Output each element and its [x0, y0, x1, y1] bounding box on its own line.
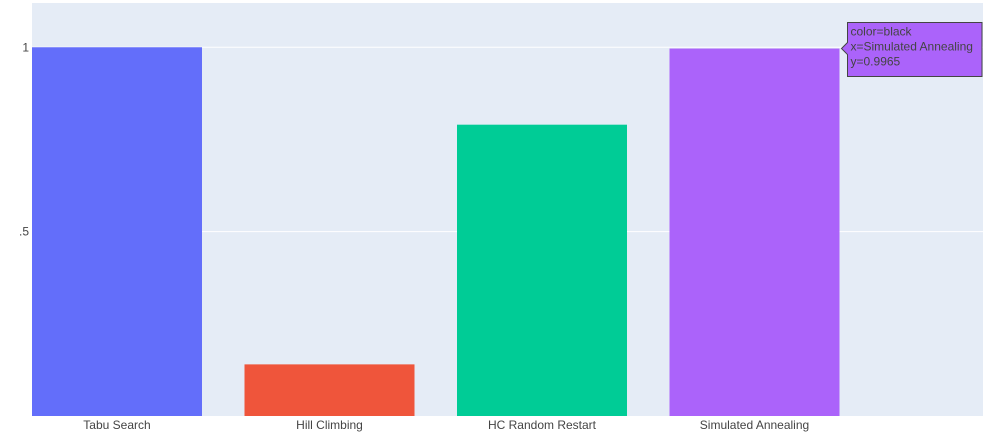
- hover-tooltip: color=black x=Simulated Annealing y=0.99…: [840, 22, 983, 78]
- x-tick-label: Simulated Annealing: [700, 418, 809, 432]
- y-tick-label: 1: [22, 40, 29, 54]
- y-tick-label: .5: [19, 225, 29, 239]
- y-axis-ticks: .5 1: [19, 40, 29, 238]
- tooltip-line: x=Simulated Annealing: [851, 40, 973, 54]
- bar[interactable]: [457, 124, 627, 416]
- bar[interactable]: [669, 48, 840, 417]
- tooltip-line: color=black: [851, 25, 913, 39]
- x-tick-label: HC Random Restart: [488, 418, 597, 432]
- x-axis-ticks: Tabu Search Hill Climbing HC Random Restar…: [83, 418, 809, 432]
- x-tick-label: Tabu Search: [83, 418, 150, 432]
- tooltip-line: y=0.9965: [851, 55, 901, 69]
- bar[interactable]: [32, 47, 202, 416]
- bar[interactable]: [244, 364, 415, 416]
- bars: [32, 47, 840, 417]
- x-tick-label: Hill Climbing: [296, 418, 363, 432]
- tooltip-box: [840, 22, 983, 78]
